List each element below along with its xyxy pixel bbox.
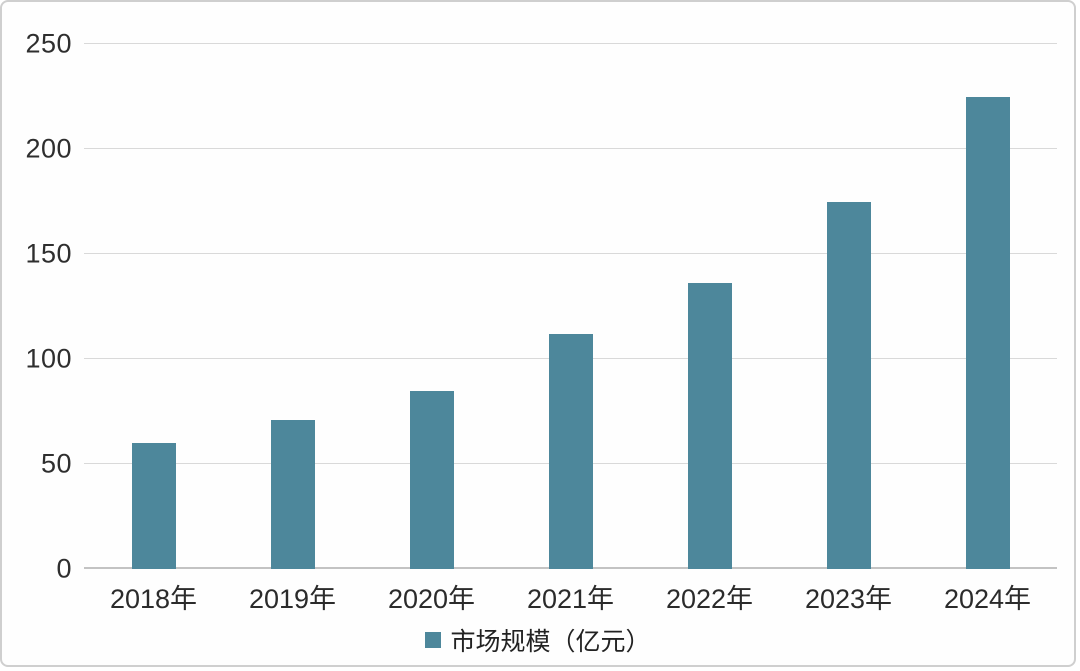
x-tick-label-2021年: 2021年	[526, 584, 615, 614]
bar-2023年	[826, 201, 871, 569]
bar-slot-2023年	[779, 44, 918, 569]
y-axis-labels: 0 50 100 150 200 250	[25, 29, 1057, 584]
x-tick-label-2019年: 2019年	[248, 584, 337, 614]
bar-slot-2020年	[362, 44, 501, 569]
bar-slot-2022年	[640, 44, 779, 569]
x-tick-label-2022年: 2022年	[665, 584, 754, 614]
y-tick-label-0: 0	[56, 553, 72, 584]
y-tick-label-250: 250	[25, 28, 72, 59]
bar-slot-2021年	[501, 44, 640, 569]
bar-2019年	[270, 419, 315, 569]
bar-2024年	[965, 96, 1010, 569]
y-tick-label-50: 50	[40, 448, 72, 479]
x-tick-label-2023年: 2023年	[804, 584, 893, 614]
gridline-250	[84, 43, 1057, 44]
bar-2021年	[548, 333, 593, 569]
bar-slot-2019年	[223, 44, 362, 569]
legend-label: 市场规模（亿元）	[450, 628, 651, 656]
x-tick-label-2024年: 2024年	[943, 584, 1032, 614]
bar-2020年	[409, 390, 454, 569]
bar-2018年	[131, 443, 176, 569]
gridline-200	[84, 148, 1057, 149]
x-tick-label-2018年: 2018年	[109, 584, 198, 614]
bars-layer	[84, 44, 1057, 569]
y-tick-label-100: 100	[25, 343, 72, 374]
y-tick-label-200: 200	[25, 133, 72, 164]
legend: 市场规模（亿元）	[2, 622, 1074, 658]
bar-slot-2024年	[918, 44, 1057, 569]
gridline-150	[84, 253, 1057, 254]
plot-area: 0 50 100 150 200 250	[25, 29, 1057, 584]
y-tick-label-150: 150	[25, 238, 72, 269]
bar-slot-2018年	[84, 44, 223, 569]
bar-2022年	[687, 283, 732, 569]
x-axis-labels: 2018年 2019年 2020年 2021年 2022年 2023年 2024年	[84, 577, 1057, 616]
legend-swatch-icon	[425, 632, 442, 648]
x-tick-label-2020年: 2020年	[387, 584, 476, 614]
